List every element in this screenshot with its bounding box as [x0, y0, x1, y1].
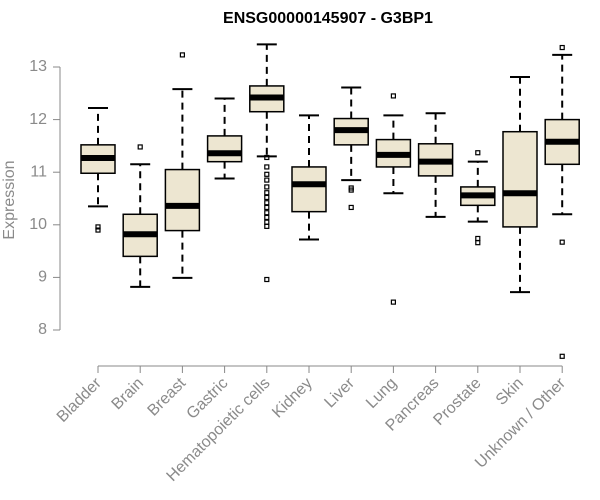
outlier-point — [264, 184, 270, 190]
y-tick-label: 10 — [29, 216, 47, 233]
box-iqr — [502, 130, 538, 228]
x-tick-label: Skin — [493, 375, 527, 409]
outlier-point — [264, 154, 270, 161]
x-tick-label: Breast — [145, 374, 190, 419]
outlier-point — [264, 219, 270, 225]
x-tick-label: Prostate — [430, 375, 484, 429]
outlier-point — [179, 52, 185, 58]
y-tick-label: 8 — [38, 321, 47, 338]
y-axis-title: Expression — [1, 160, 18, 239]
x-tick-label: Kidney — [269, 375, 316, 422]
outlier-point — [348, 204, 354, 211]
outlier-point — [264, 171, 270, 177]
outlier-point — [390, 299, 396, 305]
outlier-point — [475, 235, 481, 242]
outlier-point — [559, 353, 565, 359]
outlier-point — [95, 227, 101, 233]
outlier-point — [559, 239, 565, 245]
outlier-point — [264, 210, 270, 216]
x-tick-label: Liver — [321, 374, 358, 411]
x-tick-label: Lung — [363, 375, 400, 412]
outlier-point — [264, 177, 270, 183]
outlier-point — [264, 204, 270, 211]
chart-title: ENSG00000145907 - G3BP1 — [223, 10, 433, 27]
outlier-point — [475, 150, 481, 156]
outlier-point — [264, 223, 270, 229]
outlier-point — [264, 164, 270, 170]
outlier-point — [95, 224, 101, 230]
outlier-point — [264, 194, 270, 201]
outlier-point — [264, 190, 270, 196]
box-iqr — [291, 166, 327, 213]
y-tick-label: 13 — [29, 58, 47, 75]
outlier-point — [264, 276, 270, 283]
y-tick-label: 11 — [30, 163, 47, 180]
outlier-point — [390, 93, 396, 99]
outlier-point — [264, 200, 270, 206]
x-tick-label: Bladder — [54, 374, 105, 425]
outlier-point — [559, 44, 565, 51]
outlier-point — [137, 144, 143, 150]
y-tick-label: 12 — [29, 111, 47, 128]
outlier-point — [475, 240, 481, 246]
box-iqr — [206, 135, 243, 163]
box-iqr — [164, 168, 201, 232]
outlier-point — [348, 187, 354, 193]
y-tick-label: 9 — [38, 269, 47, 286]
outlier-point — [264, 214, 270, 221]
x-tick-label: Brain — [109, 375, 147, 413]
